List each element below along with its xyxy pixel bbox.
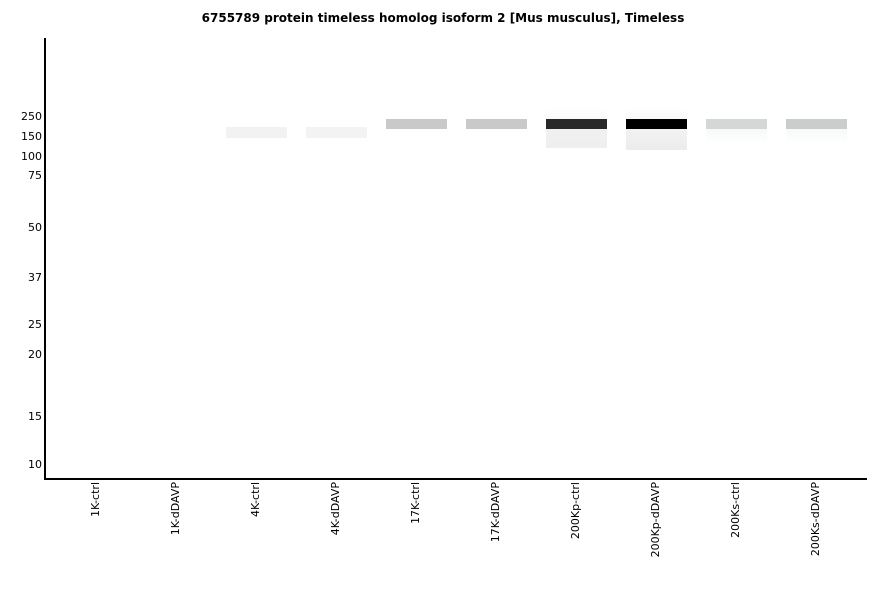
- x-tick-label: 4K-dDAVP: [329, 482, 342, 536]
- y-tick-label: 25: [28, 318, 42, 331]
- x-tick-label: 200Kp-ctrl: [569, 482, 582, 540]
- y-axis-line: [44, 38, 46, 480]
- y-tick-label: 10: [28, 458, 42, 471]
- x-tick-label: 200Ks-ctrl: [729, 482, 742, 538]
- x-tick-label: 200Ks-dDAVP: [809, 482, 822, 557]
- x-tick-label: 1K-ctrl: [89, 482, 102, 517]
- y-tick-label: 20: [28, 348, 42, 361]
- blot-band: [466, 119, 527, 129]
- blot-smear: [546, 108, 607, 119]
- blot-band: [626, 119, 687, 129]
- y-tick-label: 100: [21, 150, 42, 163]
- x-tick-label: 17K-dDAVP: [489, 482, 502, 543]
- blot-smear: [786, 129, 847, 142]
- y-tick-label: 15: [28, 410, 42, 423]
- y-tick-label: 250: [21, 110, 42, 123]
- x-tick-label: 4K-ctrl: [249, 482, 262, 517]
- y-tick-label: 50: [28, 221, 42, 234]
- blot-smear: [706, 129, 767, 142]
- blot-band: [226, 127, 287, 138]
- blot-band: [706, 119, 767, 129]
- blot-smear: [626, 108, 687, 119]
- x-tick-label: 17K-ctrl: [409, 482, 422, 524]
- y-tick-label: 37: [28, 271, 42, 284]
- x-tick-label: 200Kp-dDAVP: [649, 482, 662, 558]
- x-tick-label: 1K-dDAVP: [169, 482, 182, 536]
- chart-title: 6755789 protein timeless homolog isoform…: [201, 11, 685, 25]
- blot-band: [386, 119, 447, 129]
- blot-smear: [546, 129, 607, 148]
- blot-band: [546, 119, 607, 129]
- x-axis-line: [44, 478, 867, 480]
- y-tick-label: 150: [21, 130, 42, 143]
- blot-band: [306, 127, 367, 138]
- blot-smear: [626, 129, 687, 150]
- blot-band: [786, 119, 847, 129]
- y-tick-label: 75: [28, 169, 42, 182]
